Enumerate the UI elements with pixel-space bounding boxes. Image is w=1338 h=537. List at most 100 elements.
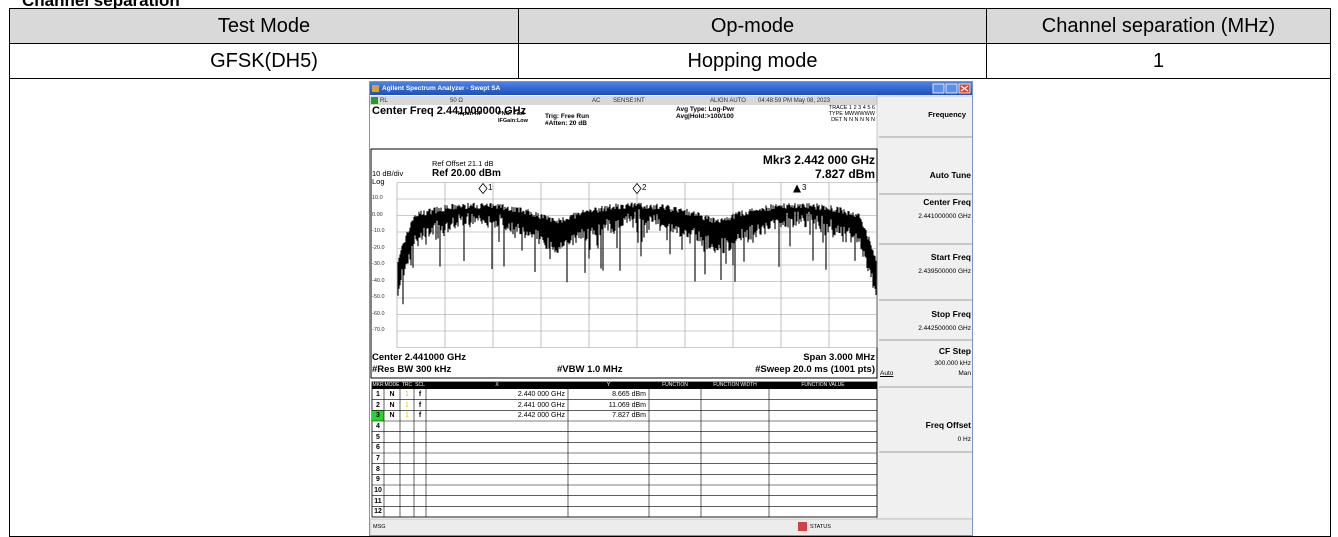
marker-cell: f: [414, 412, 426, 419]
marker-label: 3: [802, 184, 806, 192]
marker-cell: 7.827 dBm: [568, 412, 646, 419]
status-item: 04:48:59 PM May 08, 2023: [758, 98, 830, 104]
y-label: 10.0: [372, 196, 383, 202]
marker-cell: 3: [372, 412, 384, 419]
softkey-value: 2.441000000 GHz: [918, 214, 971, 221]
marker-cell: 8.665 dBm: [568, 391, 646, 398]
y-label: -40.0: [372, 279, 385, 285]
input-setting: Input: RF: [458, 112, 482, 118]
cell: 1: [987, 44, 1331, 79]
ifgain-setting: IFGain:Low: [498, 119, 528, 125]
status-icon: [798, 522, 807, 531]
softkey-option[interactable]: Man: [958, 371, 971, 378]
marker-cell: N: [384, 412, 400, 419]
log-label: Log: [372, 178, 385, 186]
y-label: -70.0: [372, 328, 385, 334]
marker-cell: 2: [372, 402, 384, 409]
y-label: -10.0: [372, 229, 385, 235]
header-cell: Op-mode: [519, 9, 987, 44]
marker-cell: 1: [400, 402, 414, 409]
column-header: FUNCTION VALUE: [769, 383, 877, 388]
header-cell: Channel separation (MHz): [987, 9, 1331, 44]
marker-cell: 1: [372, 391, 384, 398]
window-title: Agilent Spectrum Analyzer - Swept SA: [382, 86, 500, 93]
marker-cell: 10: [372, 487, 384, 494]
y-label: -50.0: [372, 295, 385, 301]
ref-level: Ref 20.00 dBm: [432, 169, 501, 179]
y-label: 0.00: [372, 213, 383, 219]
softkey-value: 300.000 kHz: [935, 361, 972, 368]
softkey-value: 2.439500000 GHz: [918, 269, 971, 276]
marker-cell: 1: [400, 412, 414, 419]
maximize-button[interactable]: [946, 84, 957, 93]
marker-cell: 2.441 000 GHz: [426, 402, 565, 409]
app-icon: [372, 85, 379, 92]
softkey-label[interactable]: Auto Tune: [930, 171, 971, 180]
y-label: -30.0: [372, 262, 385, 268]
vbw: #VBW 1.0 MHz: [557, 365, 622, 375]
column-header: X: [426, 383, 568, 388]
minimize-button[interactable]: [933, 84, 944, 93]
status-item: 50 Ω: [450, 98, 463, 104]
marker-cell: 6: [372, 444, 384, 451]
marker-cell: 9: [372, 476, 384, 483]
pno-setting: PNO: Fast: [498, 112, 525, 118]
marker-cell: N: [384, 391, 400, 398]
status-item: SENSE:INT: [613, 98, 645, 104]
marker-cell: 11.069 dBm: [568, 402, 646, 409]
marker-cell: f: [414, 402, 426, 409]
atten-setting: #Atten: 20 dB: [545, 121, 587, 128]
marker-label: 1: [488, 184, 492, 192]
softkey-label[interactable]: CF Step: [939, 347, 971, 356]
avg-hold: Avg|Hold:>100/100: [676, 114, 734, 121]
column-header: Y: [568, 383, 649, 388]
status-icon: [371, 97, 378, 104]
header-cell: Test Mode: [10, 9, 519, 44]
message-bar: [370, 519, 973, 536]
column-header: TRC: [400, 383, 414, 388]
data-row: GFSK(DH5) Hopping mode 1: [10, 44, 1331, 79]
ref-offset: Ref Offset 21.1 dB: [432, 160, 494, 168]
softkey-option[interactable]: Auto: [880, 371, 893, 378]
y-label: -60.0: [372, 312, 385, 318]
marker-cell: f: [414, 391, 426, 398]
column-header: FUNCTION: [649, 383, 701, 388]
status-item: RL: [380, 98, 388, 104]
marker-cell: 8: [372, 466, 384, 473]
softkey-panel: [877, 96, 973, 519]
page: Channel separation Test Mode Op-mode Cha…: [0, 0, 1338, 536]
trace-info: DET N N N N N N: [831, 118, 875, 124]
marker-cell: 5: [372, 434, 384, 441]
softkey-value: 2.442500000 GHz: [918, 326, 971, 333]
marker-cell: 2.442 000 GHz: [426, 412, 565, 419]
status-item: AC: [592, 98, 600, 104]
softkey-label[interactable]: Stop Freq: [931, 310, 971, 319]
marker-readout: 7.827 dBm: [815, 168, 875, 180]
cell: Hopping mode: [519, 44, 987, 79]
softkey-label[interactable]: Start Freq: [931, 253, 971, 262]
screen-graphics: [370, 82, 973, 536]
message-label: MSG: [373, 525, 386, 531]
status-item: ALIGN AUTO: [710, 98, 746, 104]
column-header: MODE: [384, 383, 400, 388]
res-bw: #Res BW 300 kHz: [372, 365, 451, 375]
marker-cell: 1: [400, 391, 414, 398]
marker-readout: Mkr3 2.442 000 GHz: [763, 154, 875, 166]
status-label: STATUS: [810, 525, 831, 531]
column-header: MKR: [372, 383, 384, 388]
marker-label: 2: [642, 184, 646, 192]
y-label: -20.0: [372, 246, 385, 252]
marker-cell: 12: [372, 508, 384, 515]
sweep: #Sweep 20.0 ms (1001 pts): [755, 365, 875, 375]
marker-cell: 2.440 000 GHz: [426, 391, 565, 398]
softkey-label[interactable]: Center Freq: [923, 198, 971, 207]
span-label: Span 3.000 MHz: [803, 353, 875, 363]
marker-cell: 11: [372, 498, 384, 505]
column-header: SCL: [414, 383, 426, 388]
center-label: Center 2.441000 GHz: [372, 353, 466, 363]
marker-cell: 7: [372, 455, 384, 462]
cell: GFSK(DH5): [10, 44, 519, 79]
softkey-label[interactable]: Freq Offset: [926, 421, 971, 430]
softkey-menu: Frequency: [928, 111, 966, 119]
